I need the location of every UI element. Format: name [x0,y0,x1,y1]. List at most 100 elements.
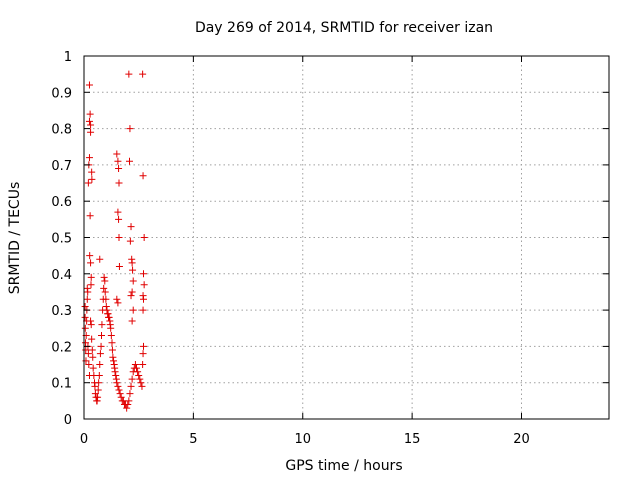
data-point [114,382,122,390]
data-point [136,375,144,383]
data-point [84,350,92,358]
data-point [88,175,96,183]
data-point [115,386,123,394]
data-point [129,306,137,314]
data-point [126,237,134,245]
data-point [82,346,90,354]
data-point [114,208,122,216]
data-point [89,353,97,361]
data-point [110,357,118,365]
y-tick-label: 0.4 [51,268,72,283]
data-point [102,295,110,303]
data-point [88,335,96,343]
y-tick-label: 0.1 [51,377,72,392]
data-point [83,295,91,303]
data-point [129,277,137,285]
data-point [117,393,125,401]
data-point [87,259,95,267]
data-point [140,295,147,303]
grid [84,56,609,419]
data-point [85,361,93,369]
y-axis-tick-labels: 0 0.1 0.2 0.3 0.4 0.5 0.6 0.7 0.8 0.9 1 [51,50,72,428]
data-point [115,179,123,187]
data-point [102,302,110,310]
data-point [84,179,92,187]
y-tick-label: 0 [64,413,72,428]
data-point [96,350,104,358]
data-point [113,379,121,387]
data-point [111,368,119,376]
x-axis-title: GPS time / hours [285,458,402,474]
data-point [97,342,105,350]
x-tick-label: 20 [513,432,530,447]
data-point [105,313,113,321]
y-tick-label: 0.7 [51,159,72,174]
data-point [86,212,94,220]
y-tick-label: 0.3 [51,304,72,319]
data-point [134,368,142,376]
data-point [128,288,136,296]
data-point [127,223,135,231]
data-point [100,273,108,281]
data-point [114,299,122,307]
data-point [131,361,139,369]
data-point [139,306,147,314]
data-point [139,172,147,180]
data-point [94,393,102,401]
data-point [85,117,93,125]
data-point [85,81,93,89]
data-point [94,386,102,394]
data-point [91,390,99,398]
data-point [140,281,148,289]
data-point [91,382,99,390]
data-point [88,346,96,354]
data-point [126,157,133,165]
x-tick-label: 5 [189,432,197,447]
data-point [86,252,94,260]
data-point [87,121,95,129]
data-point [129,266,137,274]
x-axis-tick-labels: 0 5 10 15 20 [80,432,530,447]
data-point [109,353,117,361]
data-point [88,168,96,176]
data-point [87,128,95,136]
data-point [85,154,93,162]
data-point [127,292,135,300]
data-point [140,234,148,241]
data-point [113,295,121,303]
data-point [81,313,89,321]
data-point [123,404,131,412]
data-point [114,157,122,165]
data-point [87,321,95,329]
data-point [108,346,116,354]
data-point [125,397,133,405]
data-point [115,215,123,223]
data-point [101,277,109,285]
data-point [128,317,136,325]
data-point [139,70,147,78]
data-point [115,234,123,241]
data-point [139,350,147,358]
data-point [81,324,89,332]
data-point [89,364,97,372]
data-point [98,332,105,340]
data-point [137,379,145,387]
chart-title: Day 269 of 2014, SRMTID for receiver iza… [195,20,493,36]
data-point [96,255,104,263]
data-point [135,371,143,379]
x-tick-label: 15 [404,432,421,447]
data-point [108,339,116,347]
data-point [133,364,140,372]
y-tick-label: 0.5 [51,232,72,247]
y-tick-label: 0.8 [51,123,72,138]
data-point [83,284,91,292]
y-tick-label: 0.2 [51,340,72,355]
data-point [103,306,111,314]
data-point [101,288,109,296]
data-point [126,125,134,133]
data-point [81,302,89,310]
data-point [115,165,123,173]
data-point [96,361,104,369]
